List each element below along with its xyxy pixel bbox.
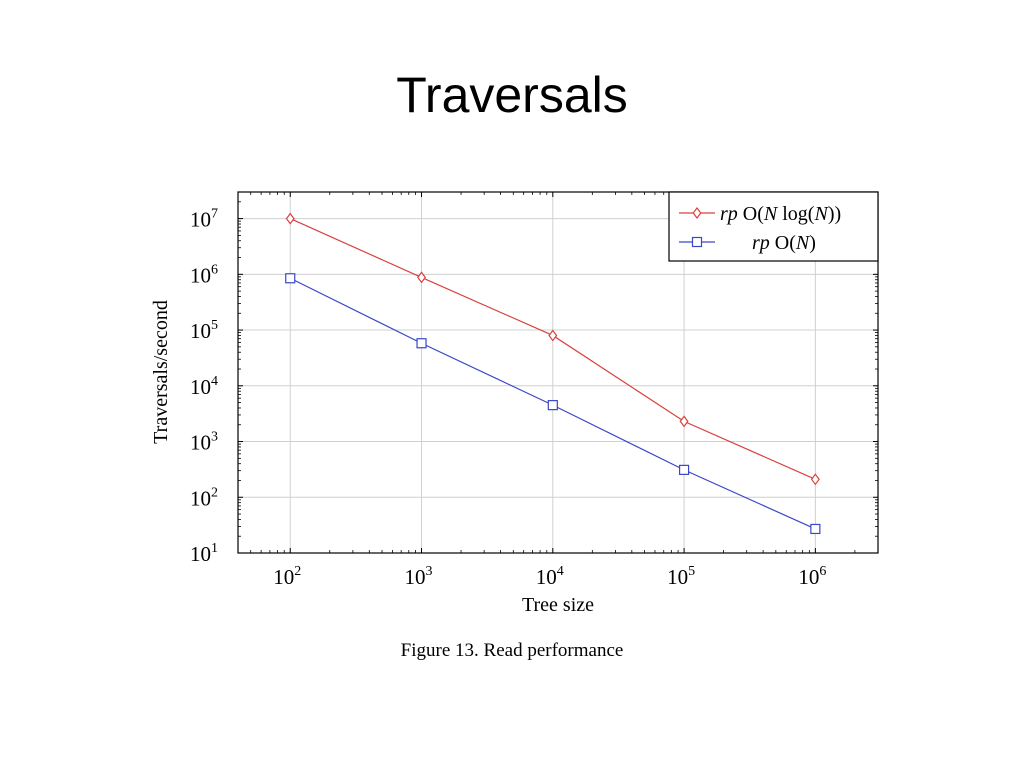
y-tick-label: 107 [190,207,218,232]
legend-item: rp O(N log(N)) [679,203,841,225]
legend-box [668,191,879,262]
legend-label: rp O(N) [752,232,816,254]
data-series [285,212,821,535]
figure-caption: Figure 13. Read performance [400,640,624,661]
read-performance-chart: 102 103 104 105 106 101 102 103 104 105 106 107 rp… [150,191,879,616]
data-point [547,400,558,411]
diamond-marker-icon [692,207,702,219]
series-rp-n [285,273,821,535]
data-point [679,415,689,428]
legend-label: rp O(N log(N)) [720,203,841,225]
y-tick-label: 105 [190,318,218,343]
plot-frame [237,191,879,554]
data-point [810,473,820,486]
legend-item: rp O(N) [679,232,816,254]
x-tick-label: 102 [273,564,301,589]
x-tick-label: 106 [798,564,826,589]
y-tick-label: 104 [190,374,218,399]
y-tick-label: 103 [190,430,218,455]
x-tick-label: 103 [405,564,433,589]
slide-title: Traversals [396,67,628,123]
y-tick-labels: 101 102 103 104 105 106 107 [190,207,218,566]
y-tick-label: 101 [190,541,218,566]
grid-lines [238,192,878,554]
data-point [285,273,296,284]
legend: rp O(N log(N)) rp O(N) [668,191,879,262]
data-point [285,212,295,225]
data-point [810,523,821,535]
y-tick-label: 102 [190,485,218,510]
data-point [678,464,690,475]
square-marker-icon [691,236,703,248]
x-tick-label: 104 [536,564,564,589]
data-point [548,329,558,342]
x-tick-labels: 102 103 104 105 106 [273,564,826,589]
y-axis-label: Traversals/second [150,300,172,444]
y-tick-label: 106 [190,262,218,287]
x-tick-label: 105 [667,564,695,589]
data-point [417,271,427,284]
data-point [416,338,427,349]
x-axis-label: Tree size [522,594,594,616]
series-rp-nlogn [285,212,820,486]
